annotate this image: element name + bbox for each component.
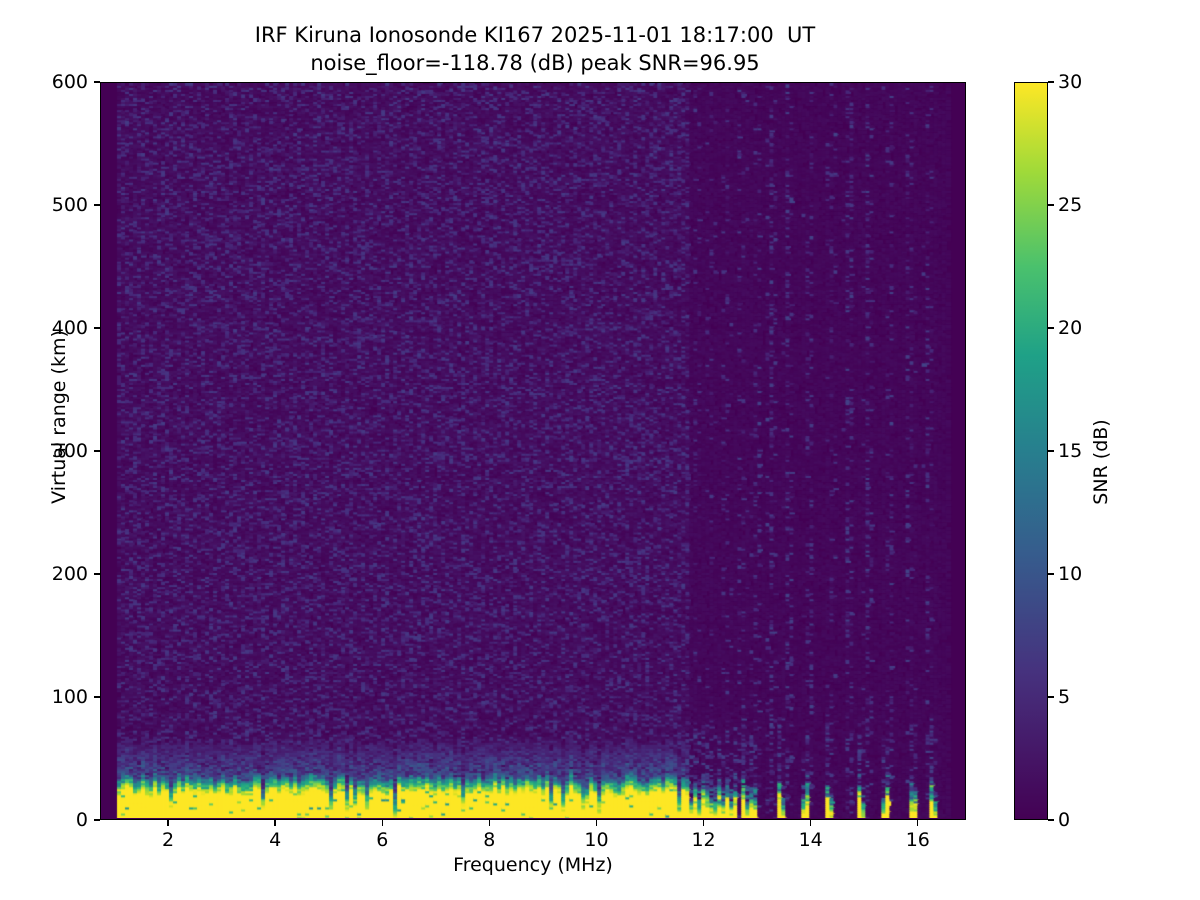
x-tick <box>167 820 169 826</box>
colorbar-tick-label: 10 <box>1058 563 1083 585</box>
x-tick <box>702 820 705 826</box>
colorbar <box>1014 82 1048 820</box>
ionogram-heatmap-canvas <box>101 83 964 818</box>
colorbar-tick-label: 20 <box>1058 317 1083 339</box>
y-tick <box>94 573 100 575</box>
y-tick <box>94 696 100 698</box>
colorbar-tick <box>1048 327 1054 329</box>
x-tick <box>917 820 919 826</box>
x-tick-label: 4 <box>269 829 282 851</box>
y-tick-label: 200 <box>51 563 88 585</box>
x-tick-label: 14 <box>798 829 823 851</box>
figure-title-line1: IRF Kiruna Ionosonde KI167 2025-11-01 18… <box>254 23 816 47</box>
x-tick-label: 2 <box>161 829 175 851</box>
colorbar-tick <box>1048 573 1054 575</box>
y-tick <box>94 327 100 329</box>
y-tick-label: 0 <box>75 809 88 831</box>
colorbar-tick <box>1048 819 1054 821</box>
figure-title-line2: noise_floor=-118.78 (dB) peak SNR=96.95 <box>310 51 760 75</box>
x-tick-label: 6 <box>376 829 389 851</box>
y-tick-label: 500 <box>51 194 88 216</box>
colorbar-tick-label: 25 <box>1058 194 1083 216</box>
x-tick <box>274 820 276 826</box>
y-tick-label: 100 <box>51 686 88 708</box>
x-tick <box>381 820 383 826</box>
y-tick-label: 300 <box>51 440 88 462</box>
x-tick <box>595 820 598 826</box>
y-tick <box>94 81 100 83</box>
x-tick-label: 10 <box>584 829 609 851</box>
colorbar-tick-label: 30 <box>1058 71 1083 93</box>
colorbar-label: SNR (dB) <box>1090 419 1112 505</box>
x-tick-label: 16 <box>905 829 930 851</box>
x-axis-label: Frequency (MHz) <box>453 854 613 876</box>
y-tick <box>94 450 100 452</box>
colorbar-tick <box>1048 81 1054 83</box>
y-tick-label: 400 <box>51 317 88 339</box>
x-tick <box>488 820 490 826</box>
colorbar-tick <box>1048 450 1054 452</box>
x-tick <box>810 820 812 826</box>
y-tick-label: 600 <box>51 71 88 93</box>
y-tick <box>94 819 100 821</box>
x-tick-label: 12 <box>691 829 716 851</box>
colorbar-tick <box>1048 696 1054 698</box>
y-axis-label: Virtual range (km) <box>48 330 70 504</box>
ionogram-plot-area <box>100 82 966 820</box>
colorbar-tick-label: 15 <box>1058 440 1083 462</box>
colorbar-tick-label: 0 <box>1058 809 1071 831</box>
colorbar-tick-label: 5 <box>1058 686 1071 708</box>
x-tick-label: 8 <box>483 829 496 851</box>
colorbar-tick <box>1048 204 1054 206</box>
y-tick <box>94 204 100 206</box>
